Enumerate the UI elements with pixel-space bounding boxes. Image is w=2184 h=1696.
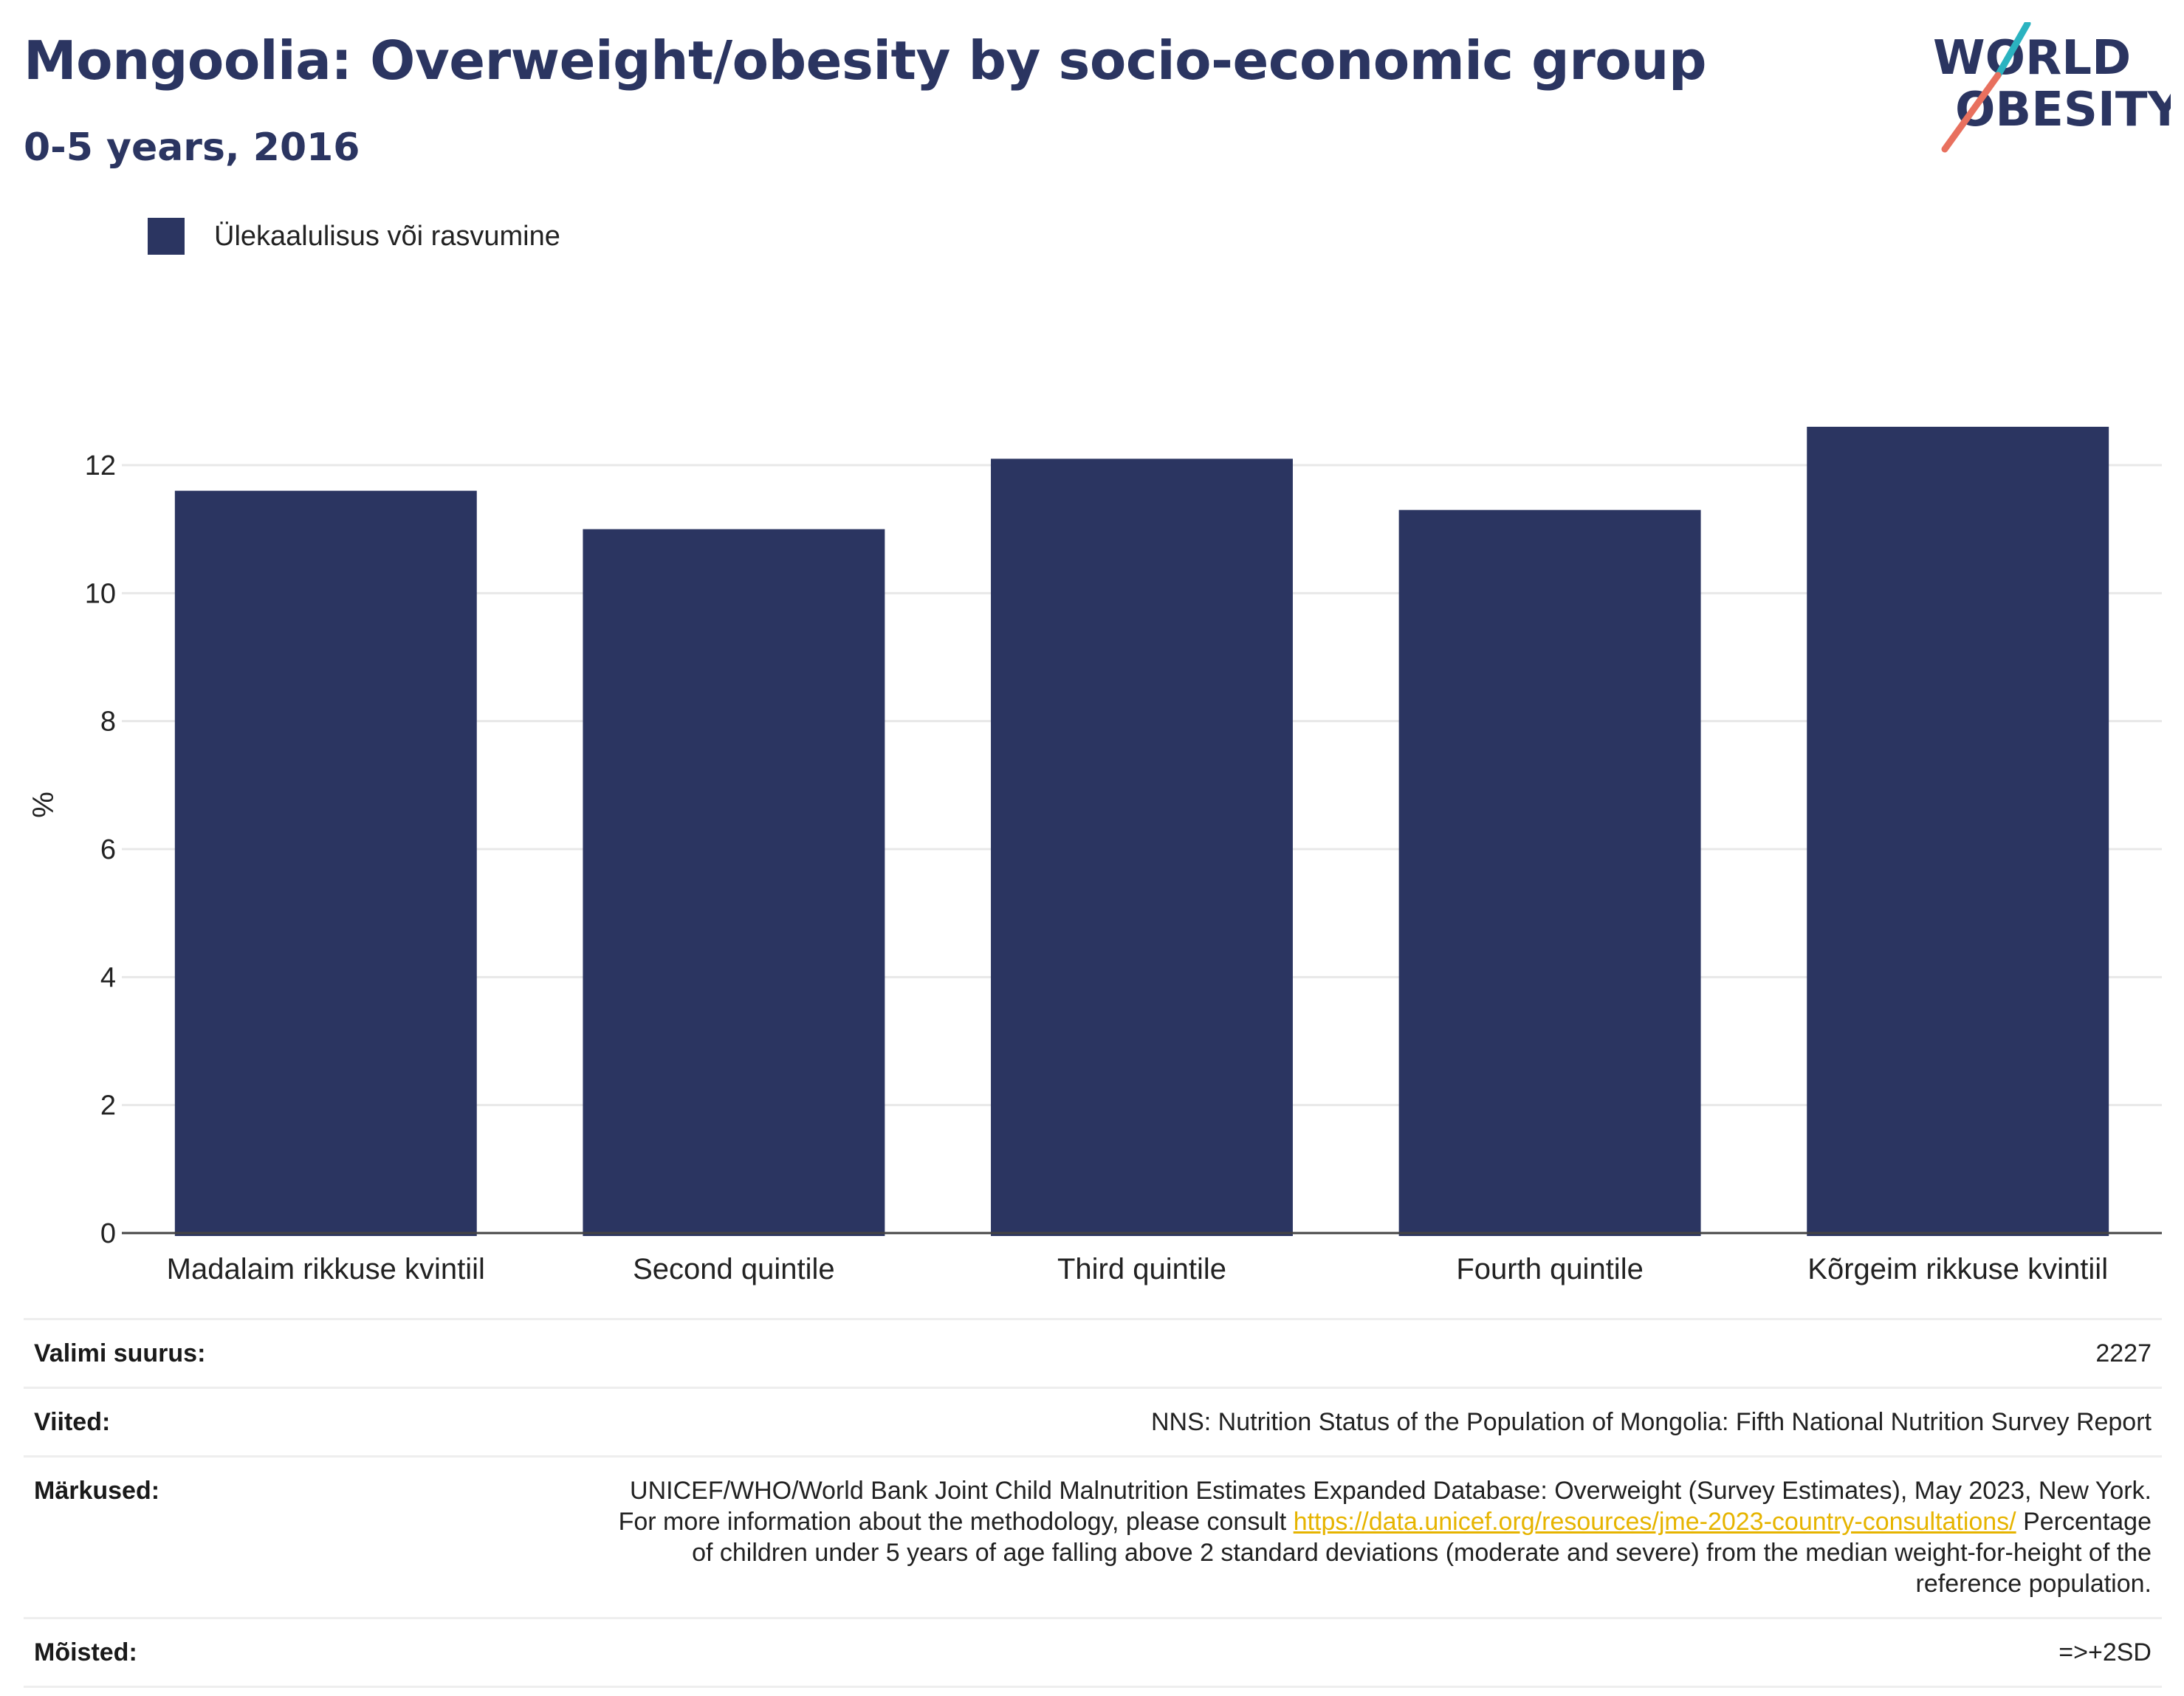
sample-size-label: Valimi suurus: <box>34 1339 206 1367</box>
y-tick-label: 8 <box>100 707 116 738</box>
logo-line-2: OBESITY <box>1955 83 2171 137</box>
x-category-label: Third quintile <box>1057 1253 1226 1285</box>
y-axis-label: % <box>27 792 60 818</box>
logo-teal-slash <box>1994 22 2031 79</box>
y-tick-label: 2 <box>100 1091 116 1122</box>
axes: 0 2 4 6 8 10 12 Madalaim rikkuse kvintiil Second… <box>85 450 2162 1285</box>
definitions-label: Mõisted: <box>34 1638 137 1666</box>
page-subtitle: 0-5 years, 2016 <box>24 126 360 170</box>
references-value: NNS: Nutrition Status of the Population … <box>1150 1408 2152 1436</box>
notes-text-1: UNICEF/WHO/World Bank Joint Child Malnut… <box>618 1477 2152 1536</box>
bar <box>991 459 1293 1237</box>
bar <box>1398 509 1701 1236</box>
bars <box>174 427 2109 1237</box>
bar <box>1807 427 2109 1236</box>
legend-label: Ülekaalulisus või rasvumine <box>214 220 560 252</box>
notes-link[interactable]: https://data.unicef.org/resources/jme-20… <box>1293 1508 2016 1536</box>
y-tick-label: 0 <box>100 1218 116 1249</box>
y-tick-label: 4 <box>100 962 116 993</box>
logo-coral-slash <box>1941 72 2002 153</box>
y-tick-label: 12 <box>85 450 116 481</box>
definitions-row: Mõisted: =>+2SD <box>24 1617 2162 1688</box>
metadata-table: Valimi suurus: 2227 Viited: NNS: Nutriti… <box>24 1318 2162 1688</box>
logo-line-1: WORLD <box>1933 31 2131 86</box>
legend-swatch <box>148 218 185 255</box>
x-category-label: Madalaim rikkuse kvintiil <box>167 1253 485 1285</box>
notes-value: UNICEF/WHO/World Bank Joint Child Malnut… <box>616 1475 2152 1599</box>
sample-size-row: Valimi suurus: 2227 <box>24 1318 2162 1387</box>
notes-text-2: Percentage of children under 5 years of … <box>692 1508 2152 1598</box>
bar <box>583 529 885 1236</box>
notes-label: Märkused: <box>34 1477 160 1505</box>
notes-row: Märkused: UNICEF/WHO/World Bank Joint Ch… <box>24 1455 2162 1617</box>
x-category-label: Kõrgeim rikkuse kvintiil <box>1807 1253 2108 1285</box>
definitions-value: =>+2SD <box>2058 1638 2152 1666</box>
y-tick-label: 6 <box>100 834 116 865</box>
page-title: Mongoolia: Overweight/obesity by socio-e… <box>24 30 1706 92</box>
bar-chart: 0 2 4 6 8 10 12 Madalaim rikkuse kvintiil Second… <box>27 427 2162 1285</box>
bar <box>174 490 477 1236</box>
references-label: Viited: <box>34 1408 111 1436</box>
x-category-label: Second quintile <box>633 1253 835 1285</box>
x-category-label: Fourth quintile <box>1456 1253 1643 1285</box>
references-row: Viited: NNS: Nutrition Status of the Pop… <box>24 1387 2162 1455</box>
sample-size-value: 2227 <box>2095 1339 2152 1367</box>
y-tick-label: 10 <box>85 578 116 609</box>
chart-legend: Ülekaalulisus või rasvumine <box>148 218 560 255</box>
world-obesity-logo: WORLD OBESITY <box>1933 22 2171 153</box>
